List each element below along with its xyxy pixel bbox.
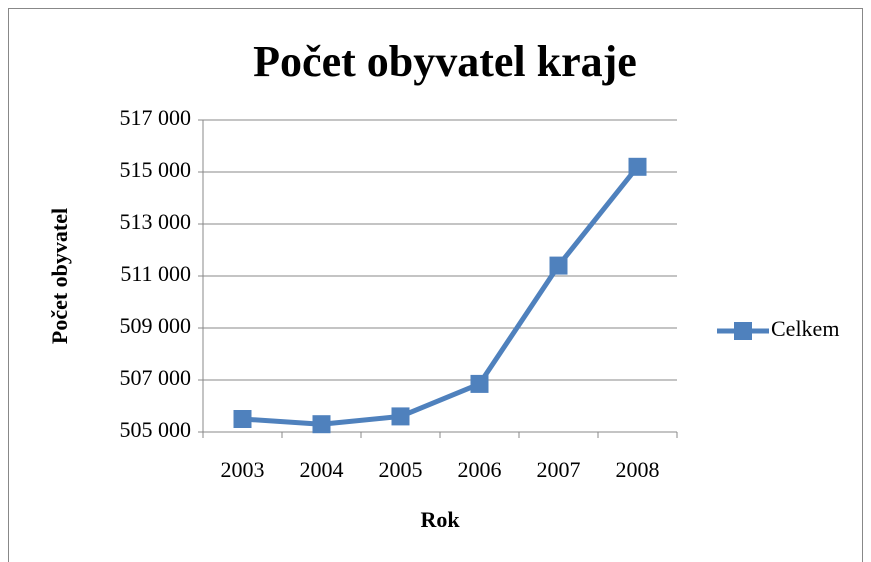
y-tick-label: 515 000 [120,157,192,182]
marker [233,410,252,428]
x-tick-label: 2003 [221,457,265,482]
y-tick-label: 509 000 [120,313,192,338]
y-tick-label: 511 000 [120,261,191,286]
y-tick-label: 505 000 [120,417,192,442]
x-tick-label: 2004 [300,457,344,482]
y-axis-label: Počet obyvatel [47,208,72,344]
marker [312,415,331,434]
series-line [242,165,640,427]
marker [549,256,568,275]
chart-border [8,8,863,562]
marker [391,407,410,426]
y-tick-label: 513 000 [120,209,192,234]
y-tick-label: 517 000 [120,105,192,130]
x-tick-label: 2005 [379,457,423,482]
legend-label: Celkem [771,316,839,341]
y-tick-label: 507 000 [120,365,192,390]
marker [470,374,489,393]
x-tick-label: 2007 [537,457,581,482]
x-tick-label: 2008 [616,457,660,482]
x-axis-label: Rok [420,507,460,532]
legend-marker [734,322,752,340]
chart-title: Počet obyvatel kraje [253,37,637,86]
x-tick-label: 2006 [458,457,502,482]
marker [628,157,647,176]
